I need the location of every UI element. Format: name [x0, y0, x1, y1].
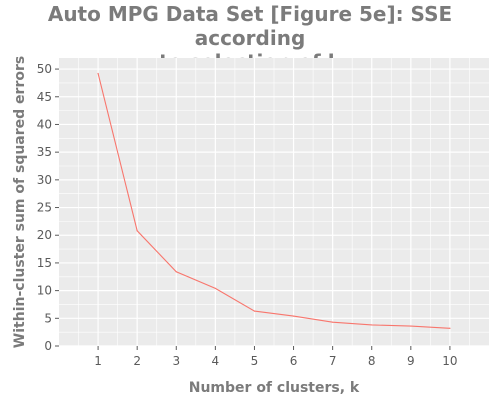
x-tick-label: 6	[290, 354, 298, 368]
data-point	[175, 271, 177, 273]
y-tick-label: 30	[37, 173, 52, 187]
data-point	[136, 230, 138, 232]
y-tick-label: 35	[37, 145, 52, 159]
x-tick-label: 4	[212, 354, 220, 368]
chart-title-line-1: Auto MPG Data Set [Figure 5e]: SSE accor…	[47, 2, 453, 50]
x-tick-label: 9	[407, 354, 415, 368]
y-tick-label: 25	[37, 201, 52, 215]
x-tick-label: 2	[133, 354, 141, 368]
x-tick-label: 1	[94, 354, 102, 368]
data-point	[332, 321, 334, 323]
x-tick-label: 8	[368, 354, 376, 368]
x-tick-label: 7	[329, 354, 337, 368]
y-axis-title: Within-cluster sum of squared errors	[12, 56, 28, 348]
y-tick-label: 50	[37, 62, 52, 76]
data-point	[292, 315, 295, 317]
y-tick-label: 10	[37, 284, 52, 298]
y-tick-label: 20	[37, 228, 52, 242]
y-tick-label: 5	[44, 311, 52, 325]
data-point	[214, 287, 216, 289]
grid-lines	[59, 58, 489, 347]
data-point	[371, 324, 373, 326]
y-tick-label: 0	[44, 339, 52, 353]
series-layer	[97, 72, 451, 329]
data-point	[410, 325, 412, 327]
x-tick-label: 3	[172, 354, 180, 368]
data-point	[253, 310, 256, 312]
data-point	[449, 327, 451, 329]
data-point	[97, 72, 99, 75]
x-axis-title: Number of clusters, k	[189, 380, 360, 396]
y-tick-label: 15	[37, 256, 52, 270]
sse-line	[97, 73, 450, 329]
y-tick-label: 40	[37, 117, 52, 131]
x-tick-label: 10	[442, 354, 457, 368]
y-tick-label: 45	[37, 90, 52, 104]
x-tick-label: 5	[251, 354, 259, 368]
